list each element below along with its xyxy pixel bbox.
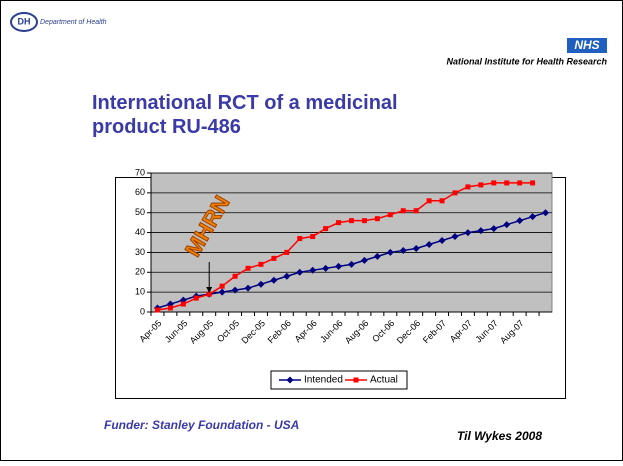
marker [386,248,394,256]
y-tick-label: 30 [135,247,145,257]
marker [451,233,459,241]
marker [439,198,445,204]
dh-logo-shape [10,12,38,32]
y-tick-label: 40 [135,227,145,237]
marker [387,212,393,218]
y-tick-label: 10 [135,287,145,297]
marker [517,180,523,186]
marker [412,244,420,252]
dh-name: Department of Health [40,19,107,26]
funder: Funder: Stanley Foundation - USA [104,418,299,432]
marker [193,295,199,301]
marker [322,264,330,272]
marker [399,246,407,254]
marker [323,226,329,232]
marker [310,234,316,240]
marker [374,216,380,222]
marker [180,301,186,307]
nihr-name: National Institute for Health Research [446,56,607,66]
legend-box [270,370,408,390]
marker [309,266,317,274]
marker [257,280,265,288]
marker [361,218,367,224]
marker [296,268,304,276]
marker [464,229,472,237]
marker [284,249,290,255]
y-tick-label: 70 [135,167,145,177]
nhs-logo: NHS [574,38,599,52]
marker [452,190,458,196]
marker [465,184,471,190]
marker [244,284,252,292]
marker [348,260,355,268]
nhs-logo-box [567,38,607,53]
marker [490,225,498,233]
marker [206,291,212,297]
marker [270,276,278,284]
marker [504,180,510,186]
marker [529,213,537,221]
marker [258,261,264,267]
marker [245,265,251,271]
legend-label: Actual [370,375,398,386]
marker [231,286,239,294]
y-tick-label: 60 [135,187,145,197]
marker [167,305,173,311]
marker [373,252,381,260]
y-tick-label: 0 [140,306,145,316]
legend-marker [286,376,294,384]
marker [413,208,419,214]
dh-logo: DH [18,16,31,26]
marker [491,180,497,186]
slide-title: International RCT of a medicinal product … [92,92,398,138]
marker [335,262,343,270]
marker [283,272,291,280]
marker [297,236,303,242]
marker [503,221,511,229]
marker [400,208,406,214]
marker [218,288,226,296]
marker [477,227,485,235]
marker [219,283,225,289]
marker [438,237,446,245]
marker [360,256,368,264]
marker [271,255,277,261]
marker [530,180,536,186]
annotation-arrowhead [206,287,213,293]
y-tick-label: 20 [135,267,145,277]
marker [154,307,160,313]
marker [232,273,238,279]
marker [426,198,432,204]
marker [542,209,550,217]
marker [349,218,354,224]
legend-label: Intended [304,375,343,386]
marker [478,182,484,188]
marker [516,217,524,225]
legend-marker [353,377,359,383]
marker [336,220,342,226]
y-tick-label: 50 [135,207,145,217]
marker [425,240,433,248]
author: Til Wykes 2008 [457,429,542,443]
